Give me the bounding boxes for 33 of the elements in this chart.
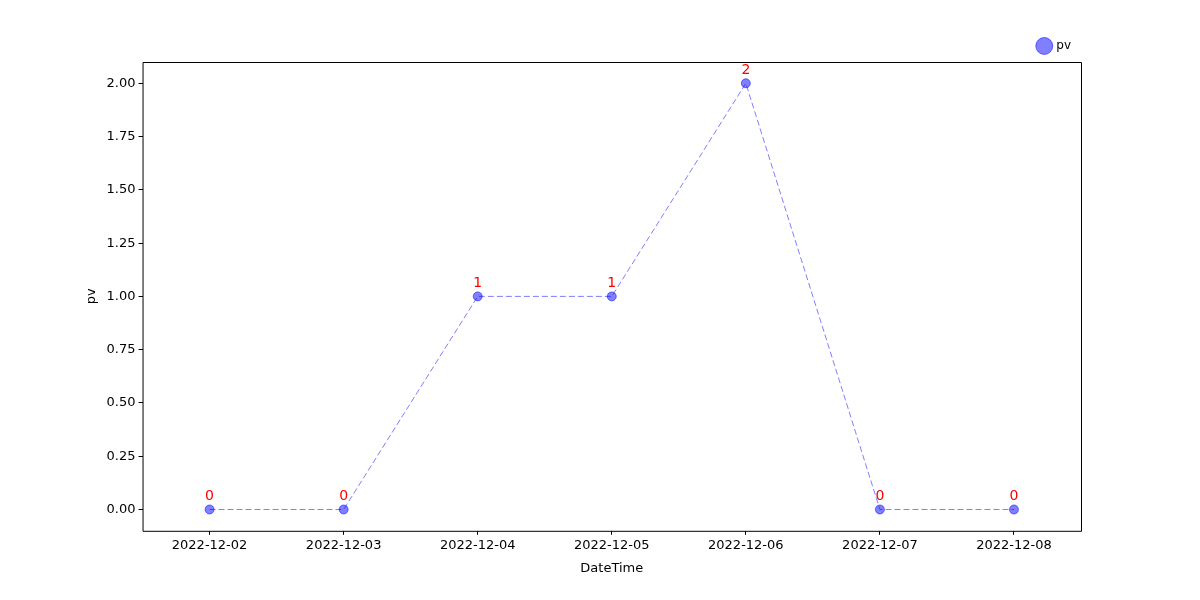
x-tick-label: 2022-12-05 [573,536,650,552]
y-tick-label: 0.75 [106,341,136,357]
data-label: 0 [205,487,215,504]
point [472,291,483,302]
point [1008,504,1019,515]
data-label: 2 [741,60,751,77]
y-tick-label: 1.75 [106,127,136,143]
data-label: 0 [875,487,885,504]
y-tick-label: 0.00 [106,500,136,516]
x-tick-label: 2022-12-08 [976,536,1052,552]
point [874,504,885,515]
data-label: 0 [339,487,349,504]
y-tick-label: 0.25 [106,447,136,463]
point [606,291,617,302]
y-tick-label: 1.25 [106,234,136,250]
data-label: 1 [607,274,617,291]
point [740,78,751,89]
x-tick-label: 2022-12-04 [439,536,516,552]
point [204,504,215,515]
x-tick-label: 2022-12-02 [171,536,248,552]
y-tick-label: 0.50 [106,394,136,410]
y-axis-title: pv [83,288,99,305]
point [338,504,349,515]
y-tick-label: 1.00 [106,287,136,303]
data-label: 1 [473,274,483,291]
x-tick-label: 2022-12-06 [708,536,784,552]
x-tick-label: 2022-12-03 [305,536,382,552]
y-tick-label: 2.00 [106,74,136,90]
x-axis-title: DateTime [580,559,644,575]
data-label: 0 [1009,487,1019,504]
y-tick-label: 1.50 [106,181,136,197]
legend-label: pv [1056,38,1071,53]
x-tick-label: 2022-12-07 [842,536,918,552]
